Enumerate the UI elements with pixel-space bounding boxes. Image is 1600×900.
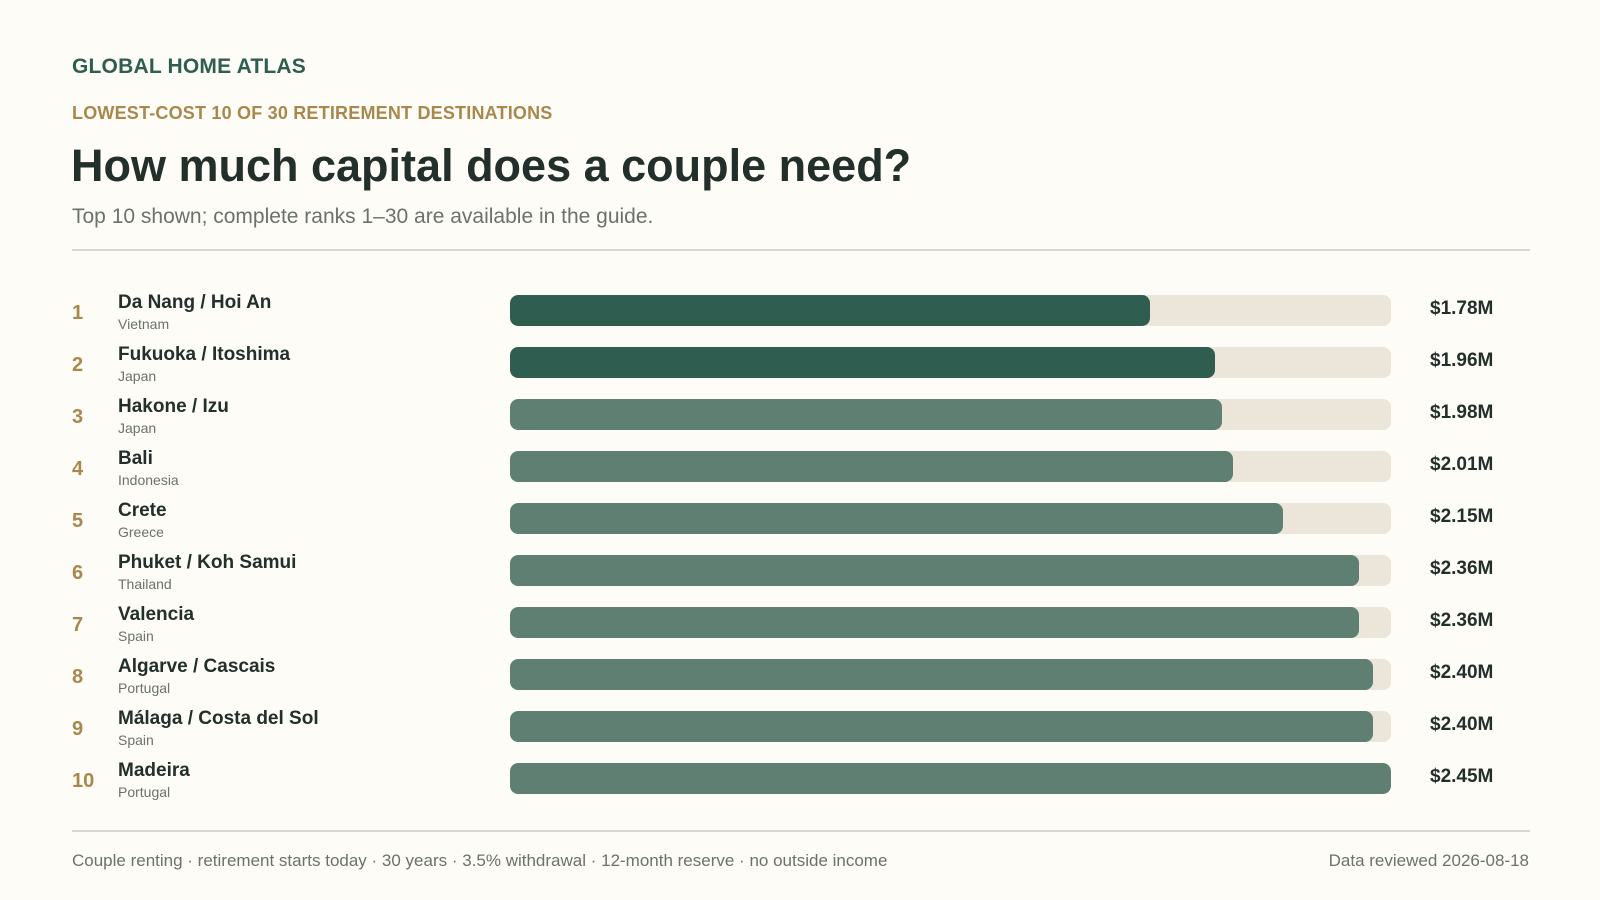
- destination-name: Valencia: [118, 604, 195, 625]
- bar-value-label: $2.40M: [1430, 714, 1494, 735]
- bar-row: 4 Bali Indonesia $2.01M: [0, 444, 1600, 496]
- destination-country: Spain: [118, 732, 154, 748]
- destination-name: Madeira: [118, 760, 190, 781]
- bar-row: 2 Fukuoka / Itoshima Japan $1.96M: [0, 340, 1600, 392]
- bar-track: [510, 763, 1391, 794]
- bar-value-label: $1.96M: [1430, 350, 1494, 371]
- bar-row: 10 Madeira Portugal $2.45M: [0, 756, 1600, 808]
- rank-number: 7: [72, 614, 84, 636]
- bar-value-label: $2.36M: [1430, 610, 1494, 631]
- bar-fill: [510, 347, 1215, 378]
- rank-number: 9: [72, 718, 84, 740]
- bar-value-label: $2.15M: [1430, 506, 1494, 527]
- rank-number: 10: [72, 770, 95, 792]
- bar-value-label: $1.78M: [1430, 298, 1494, 319]
- page-title: How much capital does a couple need?: [71, 140, 912, 191]
- destination-country: Japan: [118, 420, 157, 436]
- rank-number: 6: [72, 562, 84, 584]
- rank-number: 8: [72, 666, 84, 688]
- bar-row: 6 Phuket / Koh Samui Thailand $2.36M: [0, 548, 1600, 600]
- destination-country: Portugal: [118, 784, 171, 800]
- bar-row: 7 Valencia Spain $2.36M: [0, 600, 1600, 652]
- destination-name: Da Nang / Hoi An: [118, 292, 272, 313]
- review-date: Data reviewed 2026-08-18: [1328, 851, 1529, 870]
- bar-track: [510, 347, 1391, 378]
- header-divider: [72, 249, 1530, 251]
- rank-number: 5: [72, 510, 84, 532]
- destination-country: Thailand: [118, 576, 172, 592]
- brand-label: GLOBAL HOME ATLAS: [72, 55, 307, 78]
- destination-name: Hakone / Izu: [118, 396, 229, 417]
- bar-fill: [510, 451, 1233, 482]
- destination-name: Crete: [118, 500, 167, 521]
- rank-number: 3: [72, 406, 84, 428]
- bar-track: [510, 451, 1391, 482]
- bar-fill: [510, 607, 1359, 638]
- bar-value-label: $2.40M: [1430, 662, 1494, 683]
- bar-track: [510, 555, 1391, 586]
- rank-number: 4: [72, 458, 84, 480]
- bar-value-label: $1.98M: [1430, 402, 1494, 423]
- bar-fill: [510, 503, 1283, 534]
- bar-row: 3 Hakone / Izu Japan $1.98M: [0, 392, 1600, 444]
- bar-fill: [510, 659, 1373, 690]
- bar-fill: [510, 295, 1150, 326]
- bar-track: [510, 295, 1391, 326]
- destination-name: Bali: [118, 448, 153, 469]
- bar-value-label: $2.45M: [1430, 766, 1494, 787]
- bar-track: [510, 711, 1391, 742]
- destination-country: Indonesia: [118, 472, 179, 488]
- destination-country: Spain: [118, 628, 154, 644]
- bar-fill: [510, 555, 1359, 586]
- bar-value-label: $2.01M: [1430, 454, 1494, 475]
- destination-country: Japan: [118, 368, 157, 384]
- destination-country: Vietnam: [118, 316, 170, 332]
- destination-name: Algarve / Cascais: [118, 656, 276, 677]
- bar-row: 9 Málaga / Costa del Sol Spain $2.40M: [0, 704, 1600, 756]
- destination-name: Phuket / Koh Samui: [118, 552, 297, 573]
- rank-number: 2: [72, 354, 84, 376]
- bar-track: [510, 399, 1391, 430]
- bar-row: 1 Da Nang / Hoi An Vietnam $1.78M: [0, 288, 1600, 340]
- kicker-label: LOWEST-COST 10 OF 30 RETIREMENT DESTINAT…: [72, 103, 553, 123]
- destination-country: Portugal: [118, 680, 171, 696]
- page-subtitle: Top 10 shown; complete ranks 1–30 are av…: [72, 205, 654, 228]
- bar-fill: [510, 399, 1222, 430]
- bar-row: 5 Crete Greece $2.15M: [0, 496, 1600, 548]
- bar-track: [510, 607, 1391, 638]
- destination-name: Málaga / Costa del Sol: [118, 708, 319, 729]
- bar-fill: [510, 711, 1373, 742]
- destination-name: Fukuoka / Itoshima: [118, 344, 291, 365]
- footer-divider: [72, 830, 1530, 832]
- bar-value-label: $2.36M: [1430, 558, 1494, 579]
- bar-track: [510, 659, 1391, 690]
- rank-number: 1: [72, 302, 84, 324]
- bar-fill: [510, 763, 1391, 794]
- bar-row: 8 Algarve / Cascais Portugal $2.40M: [0, 652, 1600, 704]
- destination-country: Greece: [118, 524, 164, 540]
- assumptions-note: Couple renting · retirement starts today…: [72, 851, 888, 870]
- bar-track: [510, 503, 1391, 534]
